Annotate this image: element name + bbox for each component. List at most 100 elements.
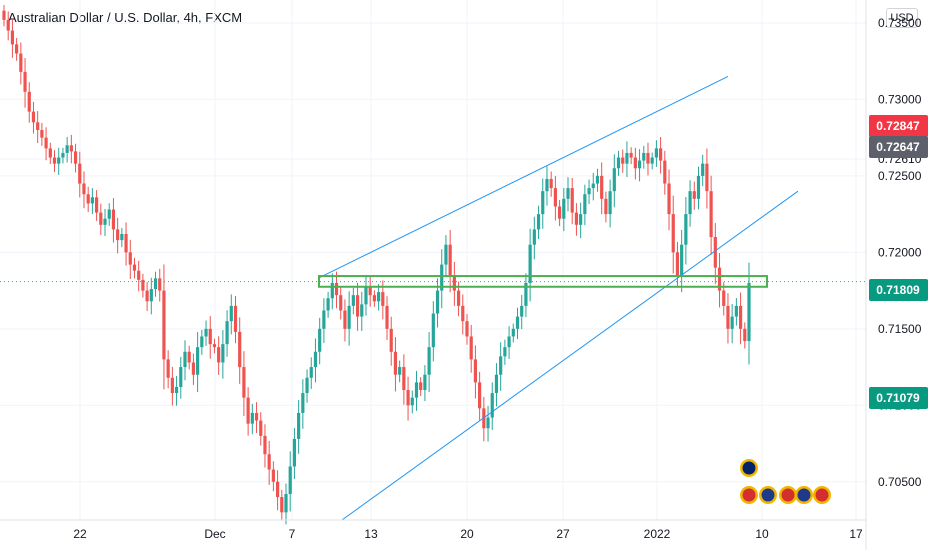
candle-body	[385, 305, 389, 329]
candle-body	[659, 148, 663, 161]
candle-body	[23, 71, 27, 92]
candle-body	[65, 145, 69, 153]
candle	[137, 260, 141, 292]
price-badge: 0.71809	[869, 279, 928, 301]
candle-body	[688, 191, 692, 215]
candle	[385, 296, 389, 340]
candle	[494, 363, 499, 407]
candle-body	[99, 212, 103, 225]
candle	[31, 101, 36, 134]
candle	[659, 137, 663, 174]
candle-body	[377, 292, 381, 302]
candle-body	[263, 435, 267, 455]
candle	[221, 330, 225, 379]
price-badge: 0.71079	[869, 387, 928, 409]
candle-body	[738, 305, 743, 329]
upper-trendline[interactable]	[317, 76, 729, 279]
candle	[263, 424, 267, 468]
candle	[503, 339, 507, 365]
candle	[364, 276, 368, 316]
candle-body	[212, 344, 217, 348]
candle-body	[528, 244, 532, 283]
candle-body	[78, 163, 82, 184]
candle	[200, 329, 204, 355]
candle	[166, 350, 170, 389]
candle-body	[722, 290, 726, 306]
candle-body	[473, 359, 478, 383]
candle-body	[503, 347, 507, 357]
candle-body	[490, 393, 494, 418]
candle	[490, 382, 494, 430]
candle-body	[616, 157, 621, 169]
candle-body	[52, 157, 57, 164]
candle	[208, 316, 212, 359]
candle	[499, 342, 503, 391]
candle	[469, 324, 473, 373]
price-axis[interactable]: 0.735000.730000.726100.725000.720000.715…	[878, 16, 922, 489]
candle-body	[452, 275, 456, 291]
candle-body	[696, 175, 701, 199]
candle-body	[288, 466, 292, 494]
support-resistance-zone[interactable]	[318, 275, 768, 288]
candle	[452, 261, 456, 306]
candle	[532, 216, 536, 260]
candle	[65, 136, 69, 163]
time-axis[interactable]: 22 Dec 7 13 20 27 2022 10 17	[73, 527, 863, 541]
candle	[78, 151, 82, 198]
candle-body	[621, 157, 625, 164]
candle-body	[31, 111, 36, 123]
candle	[339, 287, 343, 320]
candle	[536, 205, 541, 240]
price-badge-bg	[869, 387, 928, 409]
candle-body	[431, 313, 435, 348]
candle-body	[19, 53, 23, 72]
candle-body	[654, 148, 659, 158]
candle	[465, 313, 469, 345]
candle	[515, 307, 520, 340]
candle-body	[90, 197, 94, 204]
candle-body	[309, 367, 313, 378]
candle-body	[111, 209, 116, 230]
candle	[162, 264, 166, 390]
lower-trendline[interactable]	[341, 190, 799, 521]
candle	[616, 150, 621, 176]
candle	[275, 470, 280, 511]
candle	[187, 345, 191, 370]
candle-body	[730, 316, 734, 329]
candle-body	[86, 194, 90, 204]
candle-body	[360, 304, 364, 317]
candle	[705, 148, 709, 209]
candle-body	[398, 367, 402, 375]
candle-body	[444, 244, 448, 265]
candle	[520, 294, 524, 330]
candle	[196, 332, 200, 393]
candle-body	[73, 151, 78, 164]
candle-body	[604, 198, 608, 215]
candle	[99, 203, 103, 236]
candle	[103, 208, 107, 237]
candle	[343, 299, 347, 342]
candle	[574, 203, 579, 236]
candle-body	[583, 194, 587, 215]
candle-body	[574, 212, 579, 225]
currency-button[interactable]: USD	[886, 8, 918, 28]
candle	[486, 405, 490, 442]
candle	[116, 217, 120, 254]
candle-body	[124, 234, 128, 253]
candle-body	[145, 290, 149, 302]
candle-body	[204, 328, 208, 337]
candle	[377, 284, 381, 311]
candle	[604, 191, 608, 223]
candle-body	[423, 374, 427, 390]
event-icons[interactable]	[740, 459, 831, 504]
us-flag-icon	[815, 488, 829, 502]
candle-body	[267, 454, 271, 470]
candle-body	[297, 412, 301, 439]
candle-body	[726, 305, 730, 329]
candle-body	[507, 336, 511, 348]
us-flag-icon	[761, 488, 775, 502]
candle-body	[600, 175, 604, 199]
price-labels: 0.72847 0.72647 0.71809 0.71079	[869, 115, 928, 409]
candle-body	[381, 292, 385, 306]
